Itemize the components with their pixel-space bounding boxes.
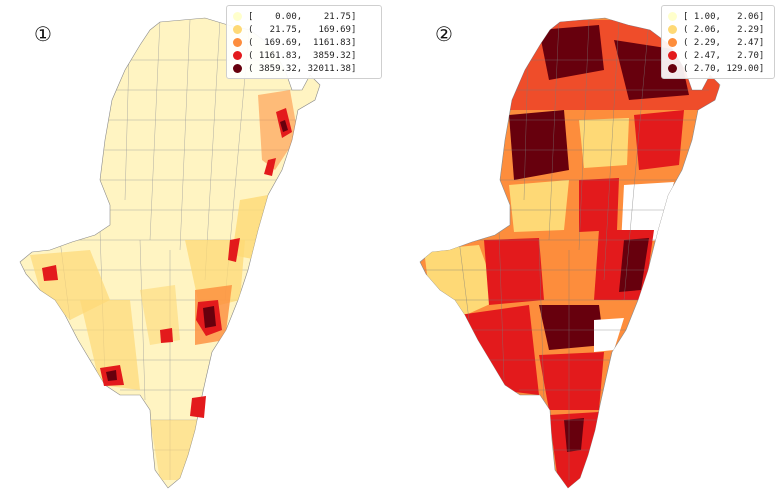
map-1-regions: [19, 17, 321, 489]
legend-item: ( 2.47, 2.70]: [668, 49, 768, 62]
legend-item: ( 169.69, 1161.83]: [233, 36, 375, 49]
legend-swatch: [668, 38, 677, 47]
legend-swatch: [233, 12, 242, 21]
legend-swatch: [668, 12, 677, 21]
legend-item: [ 1.00, 2.06]: [668, 10, 768, 23]
legend-item: ( 3859.32, 32011.38]: [233, 62, 375, 75]
map-2-regions: [419, 17, 721, 489]
legend-swatch: [233, 38, 242, 47]
legend-label: ( 1161.83, 3859.32]: [248, 50, 357, 61]
map-1-legend: [ 0.00, 21.75] ( 21.75, 169.69] ( 169.69…: [226, 5, 382, 79]
legend-label: ( 2.47, 2.70]: [683, 50, 765, 61]
map-2-legend: [ 1.00, 2.06] ( 2.06, 2.29] ( 2.29, 2.47…: [661, 5, 775, 79]
legend-item: ( 1161.83, 3859.32]: [233, 49, 375, 62]
legend-label: [ 0.00, 21.75]: [248, 11, 357, 22]
map-1-label: ①: [34, 22, 52, 46]
choropleth-map-2: [419, 17, 721, 489]
legend-label: ( 3859.32, 32011.38]: [248, 63, 357, 74]
map-2-label: ②: [435, 22, 453, 46]
legend-item: ( 21.75, 169.69]: [233, 23, 375, 36]
legend-item: ( 2.70, 129.00]: [668, 62, 768, 75]
legend-label: ( 169.69, 1161.83]: [248, 37, 357, 48]
map-panel-2: ② [ 1.00, 2.06] ( 2.06, 2.29] ( 2.29, 2.…: [389, 0, 778, 500]
legend-item: [ 0.00, 21.75]: [233, 10, 375, 23]
legend-item: ( 2.29, 2.47]: [668, 36, 768, 49]
legend-label: [ 1.00, 2.06]: [683, 11, 765, 22]
legend-label: ( 2.29, 2.47]: [683, 37, 765, 48]
legend-item: ( 2.06, 2.29]: [668, 23, 768, 36]
map-1-dark-clusters: [42, 108, 292, 418]
legend-swatch: [668, 25, 677, 34]
legend-label: ( 2.06, 2.29]: [683, 24, 765, 35]
legend-label: ( 2.70, 129.00]: [683, 63, 765, 74]
legend-swatch: [233, 25, 242, 34]
map-2-fill-pattern: [424, 20, 719, 488]
choropleth-map-1: [19, 17, 321, 489]
map-panel-1: ① [ 0.00, 21.75] ( 21.75, 169.69] ( 169.…: [19, 5, 382, 489]
legend-swatch: [233, 51, 242, 60]
legend-swatch: [233, 64, 242, 73]
legend-swatch: [668, 51, 677, 60]
legend-swatch: [668, 64, 677, 73]
legend-label: ( 21.75, 169.69]: [248, 24, 357, 35]
